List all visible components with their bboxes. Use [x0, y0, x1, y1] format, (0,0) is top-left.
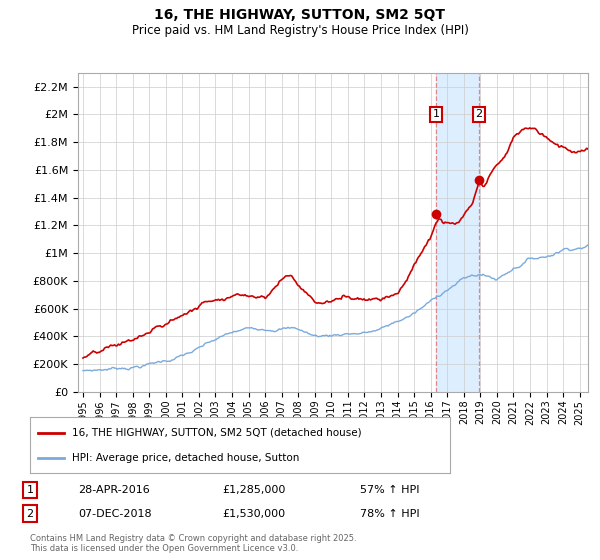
Text: 1: 1	[433, 109, 440, 119]
Text: 16, THE HIGHWAY, SUTTON, SM2 5QT (detached house): 16, THE HIGHWAY, SUTTON, SM2 5QT (detach…	[72, 428, 362, 438]
Text: 1: 1	[26, 485, 34, 495]
Text: 16, THE HIGHWAY, SUTTON, SM2 5QT: 16, THE HIGHWAY, SUTTON, SM2 5QT	[155, 8, 445, 22]
Text: Price paid vs. HM Land Registry's House Price Index (HPI): Price paid vs. HM Land Registry's House …	[131, 24, 469, 36]
Text: HPI: Average price, detached house, Sutton: HPI: Average price, detached house, Sutt…	[72, 452, 299, 463]
Text: 57% ↑ HPI: 57% ↑ HPI	[360, 485, 419, 495]
Text: 2: 2	[26, 508, 34, 519]
Text: 28-APR-2016: 28-APR-2016	[78, 485, 150, 495]
Bar	[436, 73, 479, 392]
Text: 2: 2	[475, 109, 482, 119]
Text: Contains HM Land Registry data © Crown copyright and database right 2025.
This d: Contains HM Land Registry data © Crown c…	[30, 534, 356, 553]
Text: £1,530,000: £1,530,000	[222, 508, 285, 519]
Text: 78% ↑ HPI: 78% ↑ HPI	[360, 508, 419, 519]
Text: 07-DEC-2018: 07-DEC-2018	[78, 508, 152, 519]
Text: £1,285,000: £1,285,000	[222, 485, 286, 495]
